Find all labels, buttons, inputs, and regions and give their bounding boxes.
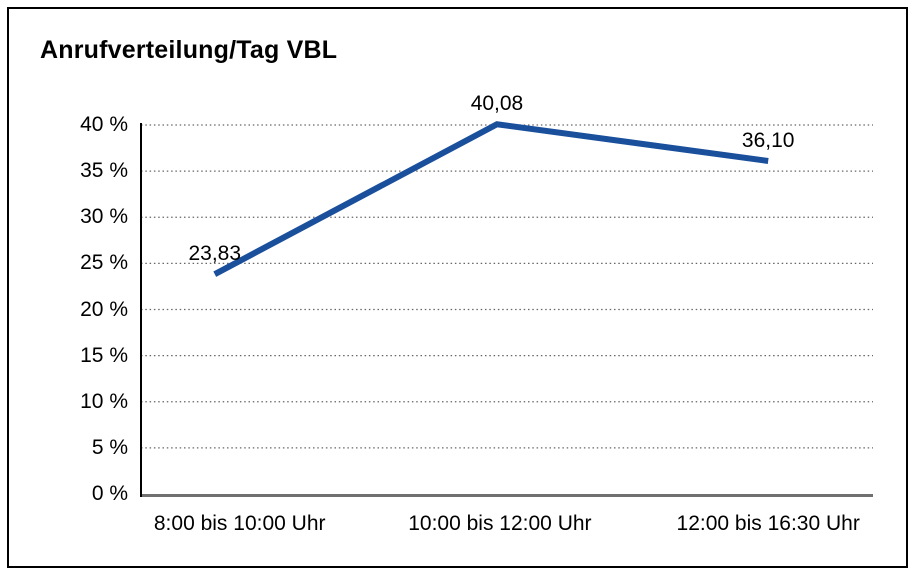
data-line <box>213 121 769 277</box>
y-axis-tick-label: 15 % <box>80 343 128 367</box>
y-axis-tick-label: 25 % <box>80 251 128 275</box>
y-axis-tick-label: 5 % <box>91 435 128 459</box>
x-axis-tick-label: 8:00 bis 10:00 Uhr <box>153 512 326 535</box>
y-axis-tick-label: 0 % <box>91 482 128 505</box>
y-axis-tick-label: 30 % <box>80 205 128 229</box>
y-axis-tick-label: 35 % <box>80 159 128 183</box>
data-point-label: 36,10 <box>741 128 795 152</box>
y-axis-tick-label: 10 % <box>80 389 128 413</box>
y-axis-tick-label: 20 % <box>80 297 128 321</box>
data-point-label: 40,08 <box>470 92 524 116</box>
y-axis-tick-label: 40 % <box>80 113 128 136</box>
x-axis-tick-label: 10:00 bis 12:00 Uhr <box>408 512 592 535</box>
data-point-label: 23,83 <box>188 242 242 266</box>
x-axis-tick-label: 12:00 bis 16:30 Uhr <box>676 512 860 535</box>
chart-title: Anrufverteilung/Tag VBL <box>40 36 338 64</box>
